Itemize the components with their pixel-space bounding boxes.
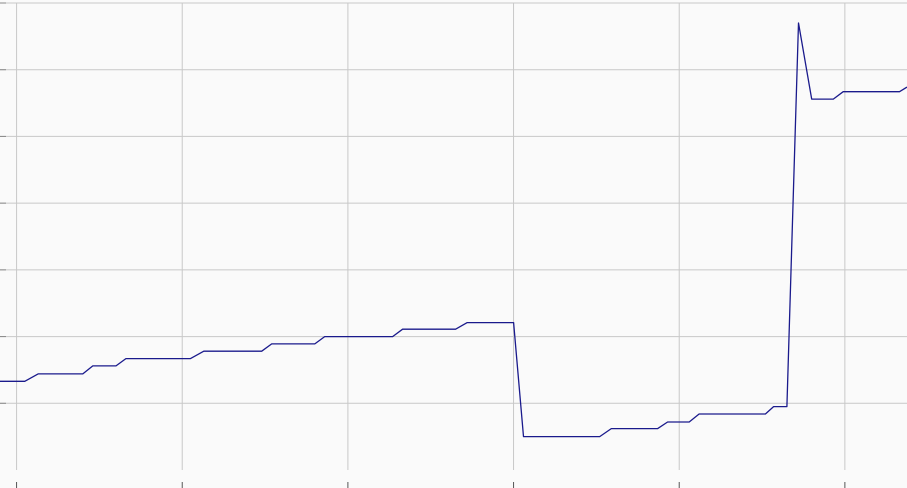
series-line bbox=[0, 22, 907, 438]
vertical-gridlines bbox=[16, 3, 846, 470]
x-axis-ticks bbox=[16, 482, 846, 488]
horizontal-gridlines bbox=[0, 2, 907, 404]
